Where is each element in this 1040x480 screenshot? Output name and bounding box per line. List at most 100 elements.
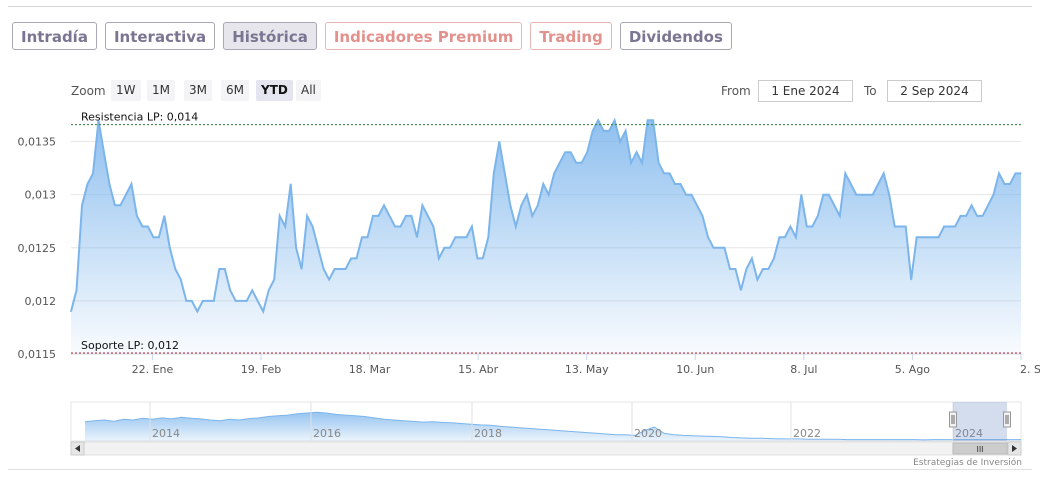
y-tick-label: 0,013 (25, 189, 57, 202)
navigator-left-handle[interactable] (949, 411, 957, 428)
data-point (273, 279, 275, 281)
navigator-year-label: 2018 (474, 427, 502, 440)
bottom-divider (8, 469, 1032, 470)
x-tick-label: 18. Mar (349, 363, 391, 376)
tab-intradia[interactable]: Intradía (12, 22, 97, 50)
data-point (537, 204, 539, 206)
data-point (196, 310, 198, 313)
x-tick-label: 2. Sep (1020, 363, 1040, 376)
navigator-scrollbar[interactable] (70, 441, 1022, 456)
data-point (388, 215, 391, 217)
data-point (828, 194, 830, 196)
data-point (614, 119, 616, 121)
data-point (690, 194, 693, 196)
x-tick-label: 5. Ago (895, 363, 930, 376)
data-point (861, 194, 863, 196)
resistance-label: Resistencia LP: 0,014 (81, 111, 198, 124)
data-point (295, 247, 297, 249)
data-point (344, 268, 347, 270)
data-point (954, 225, 956, 228)
scrollbar-thumb[interactable] (952, 442, 1008, 455)
y-tick-label: 0,012 (25, 295, 57, 308)
data-point (707, 236, 709, 238)
data-point (229, 289, 231, 291)
range-to-input[interactable] (887, 80, 982, 102)
data-point (674, 183, 676, 185)
data-point (405, 215, 407, 217)
data-point (619, 140, 621, 143)
data-point (465, 236, 467, 238)
tab-trading[interactable]: Trading (530, 22, 612, 50)
navigator-year-label: 2016 (313, 427, 341, 440)
data-point (949, 225, 951, 228)
data-point (652, 119, 654, 121)
data-point (784, 236, 786, 238)
data-point (333, 268, 336, 270)
data-point (515, 225, 517, 228)
navigator-right-handle[interactable] (1003, 411, 1011, 428)
data-point (888, 194, 890, 196)
data-point (905, 225, 907, 228)
credits: Estrategias de Inversión (913, 458, 1022, 468)
data-point (850, 183, 852, 185)
data-point (152, 236, 154, 238)
data-point (504, 172, 506, 175)
zoom-3m-button[interactable]: 3M (184, 80, 212, 101)
range-from-input[interactable] (758, 80, 853, 102)
range-from-label: From (721, 84, 751, 98)
data-point (191, 300, 193, 302)
data-point (795, 236, 797, 238)
tab-interactiva[interactable]: Interactiva (104, 22, 216, 50)
data-point (822, 194, 824, 196)
zoom-6m-button[interactable]: 6M (221, 80, 249, 101)
data-point (75, 289, 78, 291)
data-point (564, 151, 566, 153)
data-point (339, 268, 341, 270)
data-point (548, 194, 550, 196)
data-point (800, 194, 802, 196)
tab-historica[interactable]: Histórica (223, 22, 317, 50)
data-point (432, 225, 435, 228)
data-point (279, 215, 281, 217)
navigator-year-label: 2020 (634, 427, 662, 440)
zoom-1m-button[interactable]: 1M (147, 80, 175, 101)
data-point (723, 247, 726, 249)
y-tick-label: 0,0135 (18, 136, 57, 149)
data-point (806, 225, 808, 228)
data-point (734, 268, 737, 270)
series-area (71, 120, 1021, 354)
data-point (268, 289, 270, 291)
data-point (482, 257, 484, 259)
data-point (685, 194, 687, 196)
data-point (630, 162, 632, 164)
zoom-all-button[interactable]: All (296, 80, 321, 101)
data-point (844, 172, 846, 175)
zoom-ytd-button[interactable]: YTD (256, 80, 293, 101)
data-point (1020, 172, 1022, 175)
data-point (597, 119, 599, 121)
data-point (180, 279, 182, 281)
data-point (817, 215, 819, 217)
data-point (712, 247, 715, 249)
data-point (740, 289, 742, 291)
data-point (119, 204, 122, 206)
zoom-label: Zoom (71, 84, 106, 98)
data-point (290, 183, 292, 185)
tab-dividendos[interactable]: Dividendos (619, 22, 732, 50)
data-point (877, 183, 879, 185)
data-point (366, 236, 369, 238)
data-point (811, 225, 813, 228)
tab-indicadores-premium[interactable]: Indicadores Premium (324, 22, 523, 50)
data-point (372, 215, 374, 217)
data-point (498, 140, 500, 143)
data-point (323, 268, 325, 270)
x-tick-label: 19. Feb (241, 363, 281, 376)
data-point (312, 225, 314, 228)
y-tick-label: 0,0125 (18, 242, 57, 255)
data-point (202, 300, 204, 302)
data-point (476, 257, 478, 259)
navigator-selection[interactable] (953, 402, 1007, 441)
arrow-right-icon (1012, 445, 1017, 452)
zoom-1w-button[interactable]: 1W (111, 80, 141, 101)
data-point (663, 172, 665, 175)
